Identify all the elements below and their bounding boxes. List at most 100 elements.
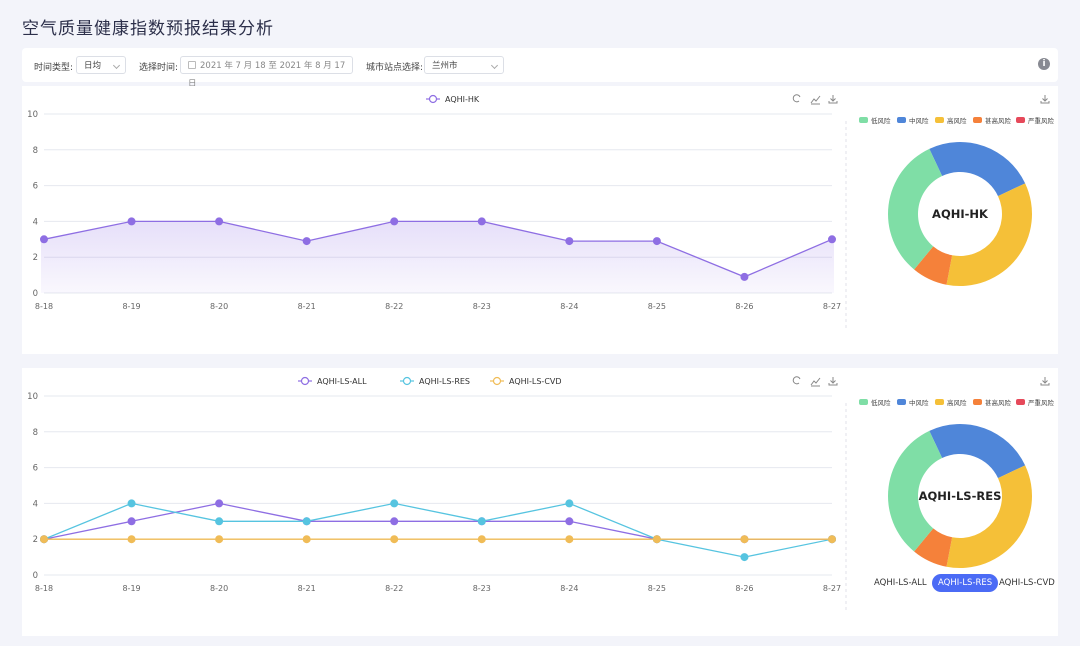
donut-center-label: AQHI-HK [932, 207, 989, 221]
date-range-picker[interactable]: 2021 年 7 月 18 至 2021 年 8 月 17 日 [180, 56, 353, 89]
risk-legend-swatch [859, 117, 868, 123]
data-point [740, 553, 749, 562]
data-point [390, 499, 399, 508]
data-point [477, 217, 486, 226]
x-tick-label: 8-23 [473, 302, 491, 311]
data-point [477, 517, 486, 526]
data-point [828, 235, 836, 244]
download-icon [1040, 377, 1050, 386]
legend-label: AQHI-LS-ALL [317, 377, 367, 386]
donut-slice [946, 465, 1032, 568]
date-range-value: 2021 年 7 月 18 至 2021 年 8 月 17 日 [188, 61, 346, 89]
risk-legend-label: 低风险 [871, 398, 891, 407]
y-tick-label: 6 [33, 464, 38, 474]
tab-aqhi-ls-res[interactable]: AQHI-LS-RES [932, 574, 999, 592]
x-tick-label: 8-22 [385, 584, 403, 593]
y-tick-label: 8 [33, 428, 38, 438]
data-point [302, 517, 311, 526]
risk-legend-swatch [897, 117, 906, 123]
x-tick-label: 8-25 [648, 302, 666, 311]
donut-center-label: AQHI-LS-RES [919, 489, 1002, 503]
risk-legend-label: 高风险 [947, 398, 967, 407]
x-tick-label: 8-21 [298, 584, 316, 593]
donut-slice [888, 430, 943, 552]
risk-legend-swatch [973, 399, 982, 405]
risk-legend-label: 高风险 [947, 116, 967, 125]
x-tick-label: 8-23 [473, 584, 491, 593]
y-tick-label: 2 [33, 535, 38, 545]
refresh-icon [792, 94, 801, 103]
data-point [390, 217, 399, 226]
select-time-label: 选择时间: [139, 63, 179, 73]
data-point [127, 517, 136, 526]
y-tick-label: 6 [33, 182, 38, 192]
data-point [127, 499, 136, 508]
x-tick-label: 8-26 [735, 584, 753, 593]
x-tick-label: 8-26 [735, 302, 753, 311]
data-point [40, 535, 48, 544]
data-point [215, 517, 224, 526]
chevron-down-icon [490, 61, 499, 70]
donut-slice [946, 183, 1032, 286]
y-tick-label: 0 [33, 571, 38, 581]
chart-panel-ls: 0 2 4 6 8 10 8-18 8-19 8-20 8-21 8-22 8-23 8-24 8-25 8… [22, 368, 1058, 636]
data-point [215, 217, 224, 226]
risk-legend-swatch [897, 399, 906, 405]
risk-legend-label: 中风险 [909, 116, 929, 125]
data-point [215, 499, 224, 508]
info-icon[interactable]: i [1038, 58, 1050, 70]
y-tick-label: 2 [33, 253, 38, 263]
legend-marker [402, 376, 412, 386]
risk-legend-swatch [1016, 399, 1025, 405]
data-point [302, 535, 311, 544]
tab-aqhi-ls-cvd[interactable]: AQHI-LS-CVD [999, 578, 1055, 588]
series-line-aqhi-hk [41, 220, 835, 278]
risk-legend-swatch [935, 399, 944, 405]
x-tick-label: 8-22 [385, 302, 403, 311]
data-point [302, 237, 311, 246]
x-tick-label: 8-25 [648, 584, 666, 593]
tab-aqhi-ls-all[interactable]: AQHI-LS-ALL [874, 578, 927, 588]
series-line-aqhi-ls-cvd [41, 537, 835, 540]
data-point [477, 535, 486, 544]
y-tick-label: 4 [33, 499, 38, 509]
city-select[interactable]: 兰州市 [424, 56, 504, 74]
risk-legend-label: 甚高风险 [985, 398, 1012, 407]
legend-label: AQHI-LS-CVD [509, 377, 562, 386]
download-icon [828, 95, 838, 104]
city-label: 城市站点选择: [366, 63, 424, 73]
x-tick-label: 8-20 [210, 302, 228, 311]
legend-marker [300, 376, 310, 386]
data-point [390, 535, 399, 544]
series-area [41, 221, 834, 293]
legend-marker [492, 376, 502, 386]
donut-slice [914, 528, 953, 567]
legend-label: AQHI-HK [445, 95, 480, 104]
city-value: 兰州市 [432, 61, 458, 71]
download-icon [1040, 95, 1050, 104]
data-point [828, 535, 836, 544]
data-point [390, 517, 399, 526]
x-tick-label: 8-21 [298, 302, 316, 311]
time-type-value: 日均 [84, 61, 102, 71]
y-tick-label: 10 [27, 392, 38, 402]
data-point [565, 535, 574, 544]
risk-legend-swatch [1016, 117, 1025, 123]
data-point [652, 237, 661, 246]
risk-legend-label: 甚高风险 [985, 116, 1012, 125]
time-type-select[interactable]: 日均 [76, 56, 126, 74]
refresh-icon [792, 376, 801, 385]
risk-legend-label: 严重风险 [1028, 116, 1055, 125]
donut-slice [929, 424, 1026, 479]
data-point [565, 237, 574, 246]
data-point [215, 535, 224, 544]
risk-legend-swatch [859, 399, 868, 405]
y-tick-label: 0 [33, 289, 38, 299]
page-title: 空气质量健康指数预报结果分析 [22, 19, 274, 39]
data-point [127, 535, 136, 544]
chart-panel-ls-svg: 0 2 4 6 8 10 8-18 8-19 8-20 8-21 8-22 8-23 8-24 8-25 8… [27, 376, 1055, 613]
x-tick-label: 8-19 [122, 584, 140, 593]
x-tick-label: 8-27 [823, 584, 841, 593]
series-line-aqhi-ls-res [41, 502, 835, 558]
time-type-label: 时间类型: [34, 63, 74, 73]
